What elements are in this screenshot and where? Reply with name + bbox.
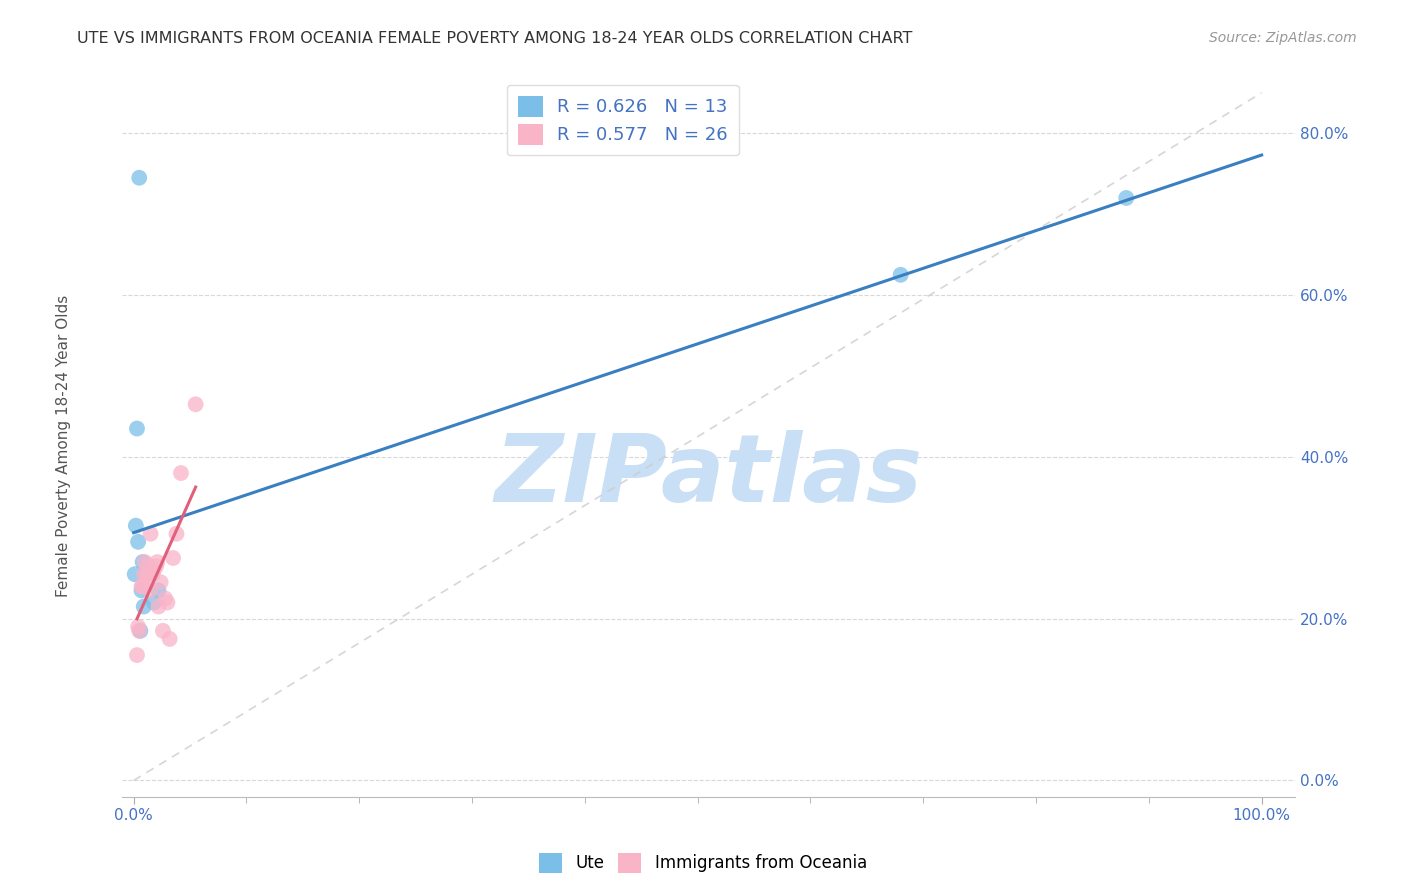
Point: [128, 624, 150, 638]
Text: Female Poverty Among 18-24 Year Olds: Female Poverty Among 18-24 Year Olds: [56, 295, 70, 597]
Text: UTE VS IMMIGRANTS FROM OCEANIA FEMALE POVERTY AMONG 18-24 YEAR OLDS CORRELATION : UTE VS IMMIGRANTS FROM OCEANIA FEMALE PO…: [77, 31, 912, 46]
Point: [129, 624, 152, 638]
Point: [131, 579, 153, 593]
Point: [142, 567, 165, 582]
Point: [132, 599, 155, 614]
Point: [148, 583, 170, 598]
Point: [162, 551, 184, 566]
Point: [890, 268, 912, 282]
Point: [131, 583, 153, 598]
Point: [131, 555, 153, 569]
Point: [136, 567, 159, 582]
Text: ZIPatlas: ZIPatlas: [495, 430, 922, 523]
Point: [153, 591, 176, 606]
Point: [127, 534, 149, 549]
Legend: R = 0.626   N = 13, R = 0.577   N = 26: R = 0.626 N = 13, R = 0.577 N = 26: [506, 85, 738, 155]
Point: [142, 595, 165, 609]
Text: Source: ZipAtlas.com: Source: ZipAtlas.com: [1209, 31, 1357, 45]
Point: [131, 579, 153, 593]
Point: [148, 599, 170, 614]
Point: [166, 526, 188, 541]
Point: [1115, 191, 1137, 205]
Point: [156, 595, 179, 609]
Point: [184, 397, 207, 411]
Point: [124, 567, 146, 582]
Point: [152, 624, 174, 638]
Point: [134, 555, 156, 569]
Point: [139, 526, 162, 541]
Point: [142, 563, 165, 577]
Point: [135, 575, 157, 590]
Point: [125, 421, 148, 435]
Point: [132, 567, 155, 582]
Point: [139, 583, 162, 598]
Point: [170, 466, 193, 480]
Point: [146, 555, 169, 569]
Point: [159, 632, 181, 646]
Legend: Ute, Immigrants from Oceania: Ute, Immigrants from Oceania: [533, 847, 873, 880]
Point: [145, 559, 167, 574]
Point: [136, 559, 159, 574]
Point: [149, 575, 172, 590]
Point: [125, 518, 148, 533]
Point: [128, 170, 150, 185]
Point: [127, 620, 149, 634]
Point: [125, 648, 148, 662]
